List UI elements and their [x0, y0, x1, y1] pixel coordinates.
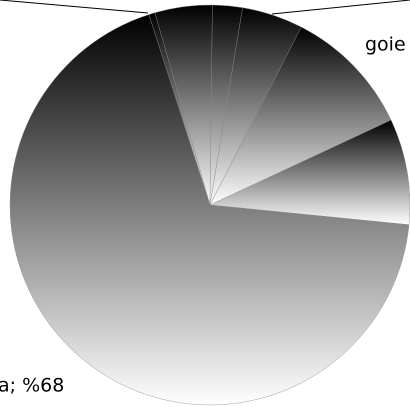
pie-slice [209, 119, 410, 225]
leader-line [271, 0, 410, 15]
pie-slice [9, 14, 410, 406]
leader-line [0, 0, 149, 14]
pie [9, 4, 410, 406]
slice-label: goie [365, 34, 406, 56]
slice-label: a; %68 [0, 375, 64, 397]
pie-slice [209, 26, 392, 206]
